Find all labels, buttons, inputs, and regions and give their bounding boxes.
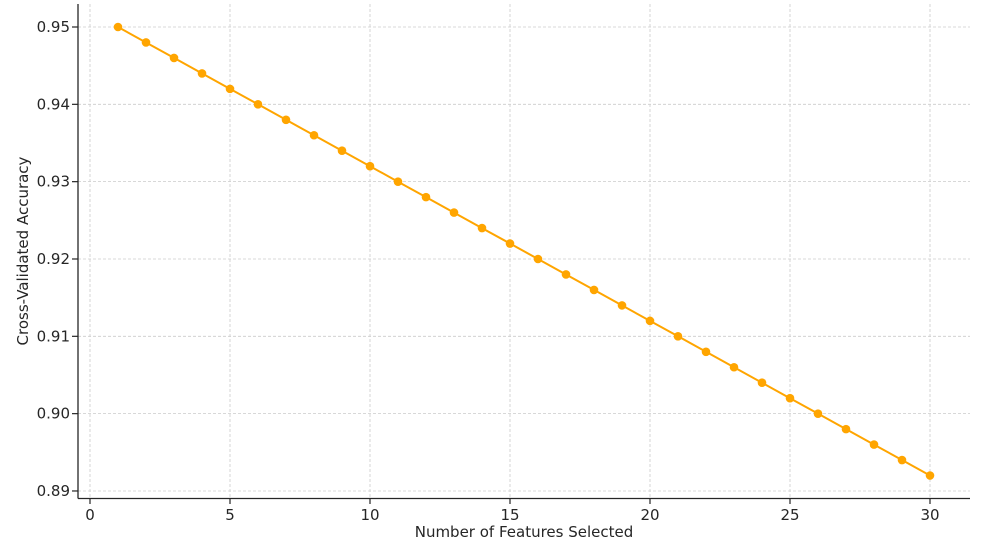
data-point	[281, 115, 291, 125]
y-axis-label: Cross-Validated Accuracy	[14, 156, 32, 345]
x-tick-label: 5	[225, 506, 235, 524]
y-axis-ticks: 0.89 0.90 0.91 0.92 0.93 0.94 0.95	[37, 18, 78, 500]
data-point	[449, 208, 459, 217]
data-point	[785, 393, 795, 403]
data-point	[757, 378, 767, 388]
data-point-markers	[113, 22, 935, 480]
data-point	[729, 362, 739, 372]
x-tick-label: 30	[920, 506, 939, 524]
data-point	[561, 270, 571, 279]
data-point	[393, 177, 403, 186]
x-axis-label: Number of Features Selected	[415, 523, 634, 541]
x-tick-label: 0	[85, 506, 95, 524]
data-point	[673, 332, 683, 341]
data-point	[309, 130, 319, 140]
data-point	[589, 285, 599, 295]
data-point	[841, 424, 851, 434]
data-point	[113, 22, 123, 32]
data-point	[925, 471, 935, 480]
data-point	[141, 38, 151, 47]
data-point	[365, 161, 375, 171]
y-tick-label: 0.90	[37, 405, 70, 423]
data-point	[897, 455, 907, 465]
data-point	[869, 440, 879, 449]
data-point	[225, 84, 235, 94]
x-tick-label: 15	[500, 506, 519, 524]
y-tick-label: 0.91	[37, 327, 70, 345]
data-point	[533, 254, 543, 264]
y-tick-label: 0.94	[37, 95, 70, 113]
data-point	[169, 53, 179, 63]
data-point	[813, 409, 823, 418]
data-point	[477, 223, 487, 233]
data-point	[337, 146, 347, 156]
data-point	[701, 347, 711, 357]
data-point	[505, 239, 515, 248]
data-point	[617, 301, 627, 310]
series-line	[117, 26, 931, 477]
data-point	[645, 316, 655, 326]
title-fragment: g	[352, 0, 363, 1]
data-point	[197, 69, 207, 78]
x-tick-label: 25	[780, 506, 799, 524]
y-tick-label: 0.93	[37, 173, 70, 191]
y-tick-label: 0.92	[37, 250, 70, 268]
axes-spines	[77, 4, 970, 500]
x-tick-label: 20	[640, 506, 659, 524]
x-tick-label: 10	[360, 506, 379, 524]
y-tick-label: 0.95	[37, 18, 70, 36]
data-point	[253, 100, 263, 109]
data-point	[421, 192, 431, 202]
x-axis-ticks: 0 5 10 15 20 25 30	[85, 498, 940, 524]
y-tick-label: 0.89	[37, 482, 70, 500]
